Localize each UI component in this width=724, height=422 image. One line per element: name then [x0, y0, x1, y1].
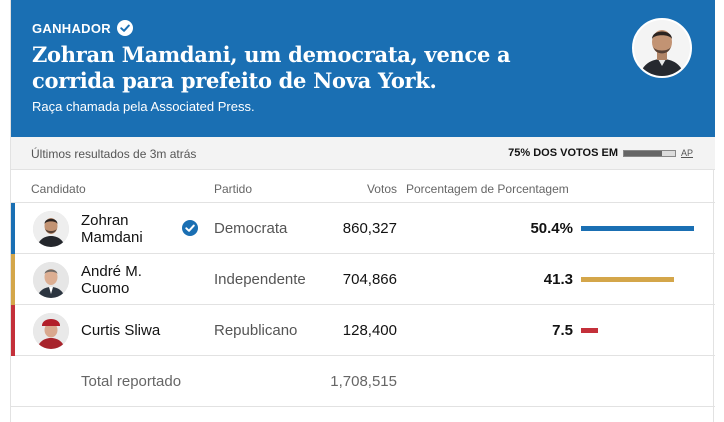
winner-avatar	[632, 18, 692, 78]
party-color-stripe	[11, 305, 15, 356]
candidate-photo	[33, 211, 69, 247]
verified-check-icon	[116, 20, 133, 36]
last-updated-text: Últimos resultados de 3m atrás	[31, 147, 197, 161]
results-table-header: Candidato Partido Votos Porcentagem de P…	[11, 170, 715, 203]
candidate-percent: 41.3	[543, 271, 573, 288]
race-called-note: Raça chamada pela Associated Press.	[32, 99, 255, 114]
candidate-name: Zohran Mamdani	[81, 212, 143, 246]
candidate-votes: 860,327	[342, 220, 397, 237]
candidate-name: André M. Cuomo	[81, 263, 142, 297]
candidate-votes: 704,866	[342, 271, 397, 288]
percent-bar	[581, 226, 694, 231]
candidate-party: Republicano	[214, 322, 298, 339]
candidate-percent: 50.4%	[530, 220, 573, 237]
party-color-stripe	[11, 254, 15, 305]
election-results-card: GANHADOR Zohran Mamdani, um democrata, v…	[10, 0, 715, 422]
winner-header: GANHADOR Zohran Mamdani, um democrata, v…	[11, 0, 715, 137]
winner-check-icon	[182, 220, 198, 236]
column-candidate: Candidato	[31, 182, 86, 196]
results-status-bar: Últimos resultados de 3m atrás 75% DOS V…	[11, 137, 715, 170]
total-label: Total reportado	[81, 373, 182, 390]
candidate-party: Independente	[214, 271, 306, 288]
percent-bar	[581, 328, 598, 333]
reporting-progress-fill	[623, 150, 663, 156]
percent-bar	[581, 277, 674, 282]
column-party: Partido	[214, 182, 253, 196]
column-percent: Porcentagem de Porcentagem	[406, 182, 569, 196]
candidate-photo	[33, 313, 69, 349]
table-row-cuomo: André M. Cuomo Independente 704,866 41.3	[11, 254, 715, 305]
candidate-party: Democrata	[214, 220, 288, 237]
party-color-stripe	[11, 203, 15, 254]
total-votes: 1,708,515	[330, 373, 397, 390]
winner-label: GANHADOR	[32, 20, 111, 36]
candidate-votes: 128,400	[342, 322, 397, 339]
candidate-percent: 7.5	[552, 322, 573, 339]
reporting-progress-bar	[622, 149, 676, 157]
column-votes: Votos	[366, 182, 397, 196]
reporting-indicator: 75% DOS VOTOS EM AP	[508, 147, 693, 159]
candidate-photo	[33, 262, 69, 298]
table-row-mamdani: Zohran Mamdani Democrata 860,327 50.4%	[11, 203, 715, 254]
ap-source-link[interactable]: AP	[680, 148, 693, 158]
reporting-label: 75% DOS VOTOS EM	[508, 147, 618, 159]
total-reported-row: Total reportado 1,708,515	[11, 356, 715, 407]
candidate-name: Curtis Sliwa	[81, 322, 161, 339]
table-row-sliwa: Curtis Sliwa Republicano 128,400 7.5	[11, 305, 715, 356]
winner-label-row: GANHADOR	[32, 20, 133, 36]
headline: Zohran Mamdani, um democrata, vence a co…	[32, 42, 511, 93]
